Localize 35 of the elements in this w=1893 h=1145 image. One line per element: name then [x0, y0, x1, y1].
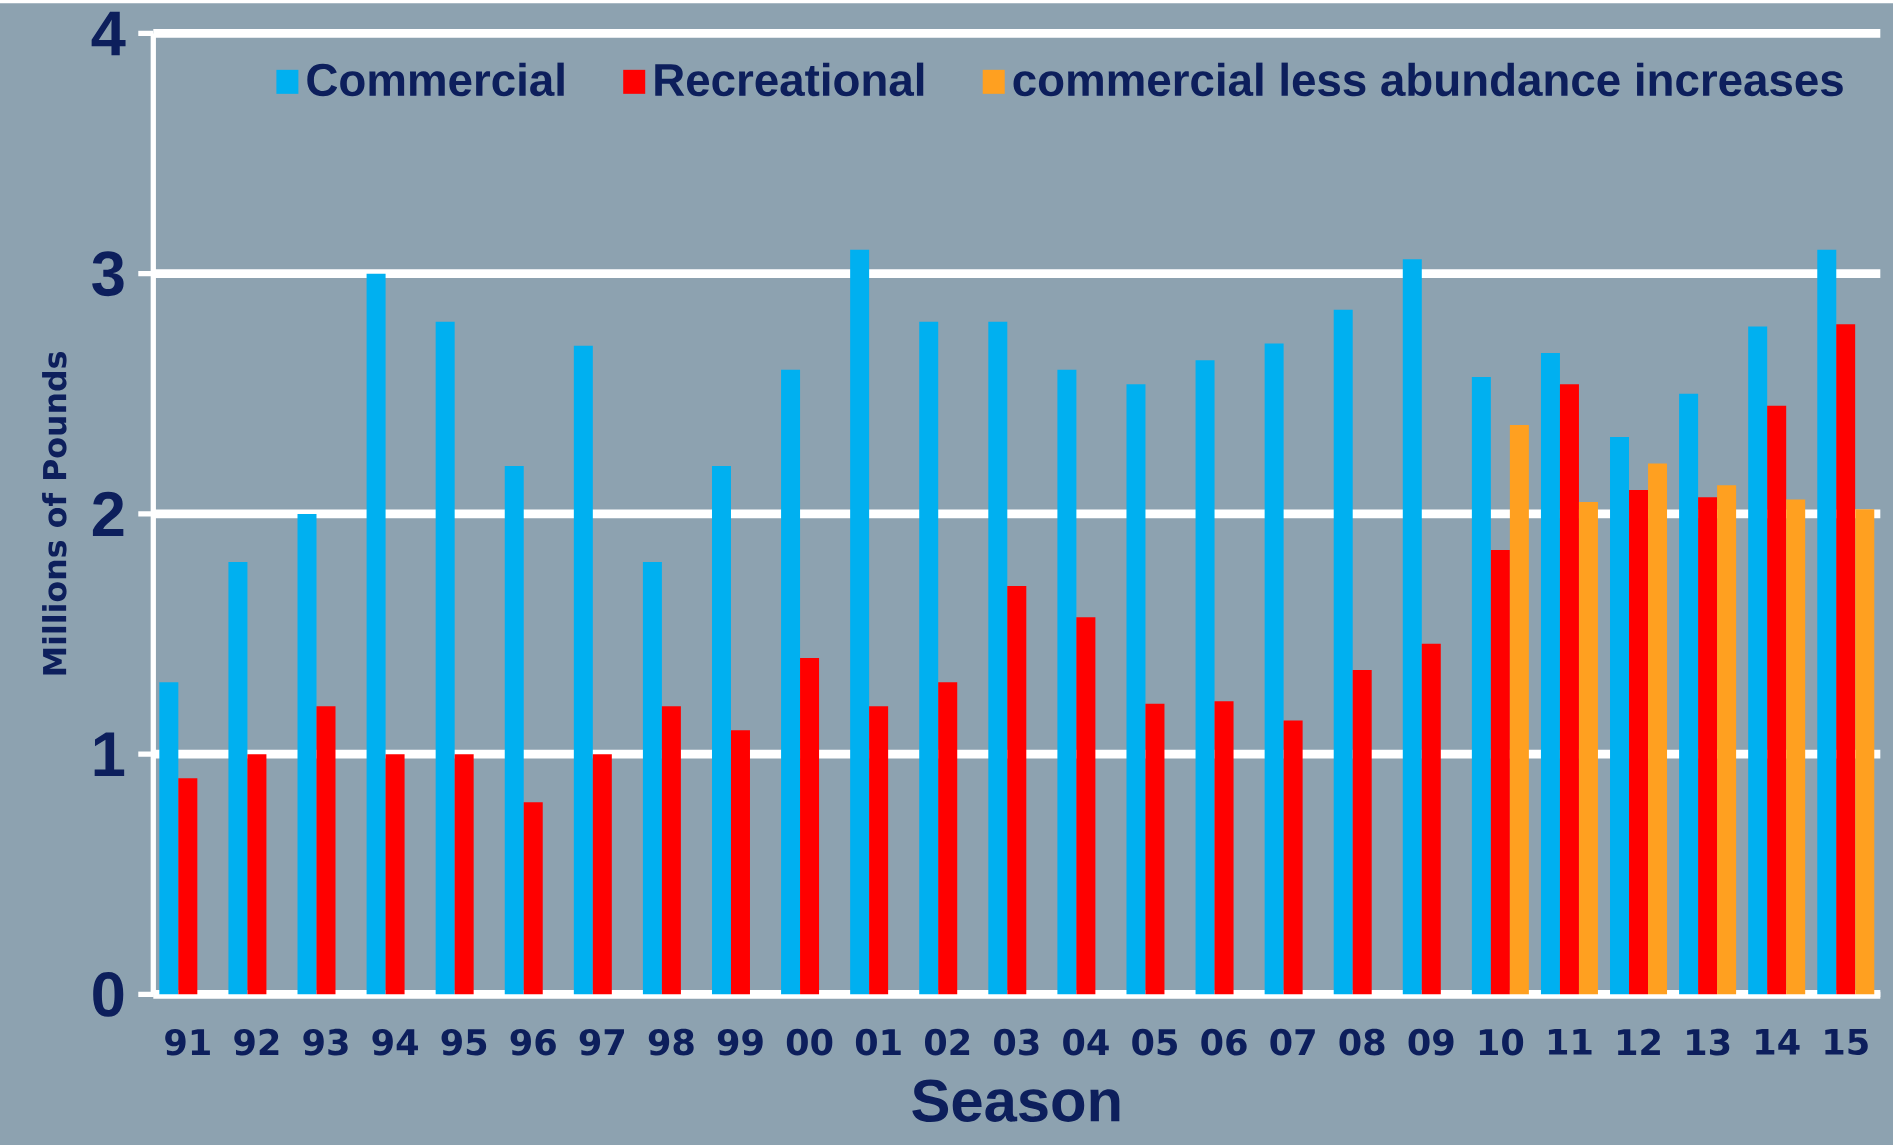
y-tick-label: 4	[91, 11, 126, 56]
x-tick-label: 14	[1756, 1028, 1800, 1055]
legend-label: Recreational	[655, 62, 924, 97]
x-tick-label: 06	[1201, 1028, 1247, 1056]
x-tick-label: 09	[1408, 1028, 1454, 1056]
y-tick-label: 2	[92, 491, 124, 536]
y-tick-label: 0	[93, 971, 124, 1017]
x-tick-label: 94	[372, 1028, 418, 1056]
x-tick-label: 12	[1618, 1028, 1660, 1055]
y-tick-label: 3	[92, 251, 124, 296]
x-tick-label: 11	[1548, 1028, 1592, 1055]
x-tick-label: 92	[234, 1028, 279, 1056]
x-tick-label: 08	[1339, 1028, 1385, 1056]
x-tick-label: 07	[1270, 1028, 1315, 1056]
x-tick-label: 97	[579, 1028, 624, 1056]
y-axis-title: Millions of Pounds	[42, 351, 67, 675]
x-tick-label: 10	[1479, 1028, 1524, 1056]
x-tick-label: 93	[303, 1028, 348, 1056]
x-tick-label: 00	[786, 1028, 833, 1056]
legend-label: commercial less abundance increases	[1013, 62, 1843, 97]
x-tick-label: 03	[994, 1028, 1039, 1056]
x-tick-label: 99	[717, 1028, 763, 1056]
x-axis-title: Season	[912, 1079, 1120, 1122]
x-tick-label: 05	[1132, 1028, 1177, 1056]
x-tick-label: 01	[855, 1028, 901, 1056]
x-tick-label: 91	[165, 1028, 210, 1056]
y-tick-label: 1	[94, 732, 125, 776]
x-tick-label: 95	[441, 1028, 487, 1056]
x-tick-label: 04	[1063, 1028, 1109, 1056]
legend-label: Commercial	[307, 62, 564, 97]
x-tick-label: 96	[510, 1028, 556, 1056]
x-tick-label: 98	[648, 1028, 694, 1056]
x-tick-label: 15	[1825, 1028, 1868, 1055]
x-tick-label: 02	[924, 1028, 970, 1056]
x-tick-label: 13	[1687, 1028, 1730, 1056]
